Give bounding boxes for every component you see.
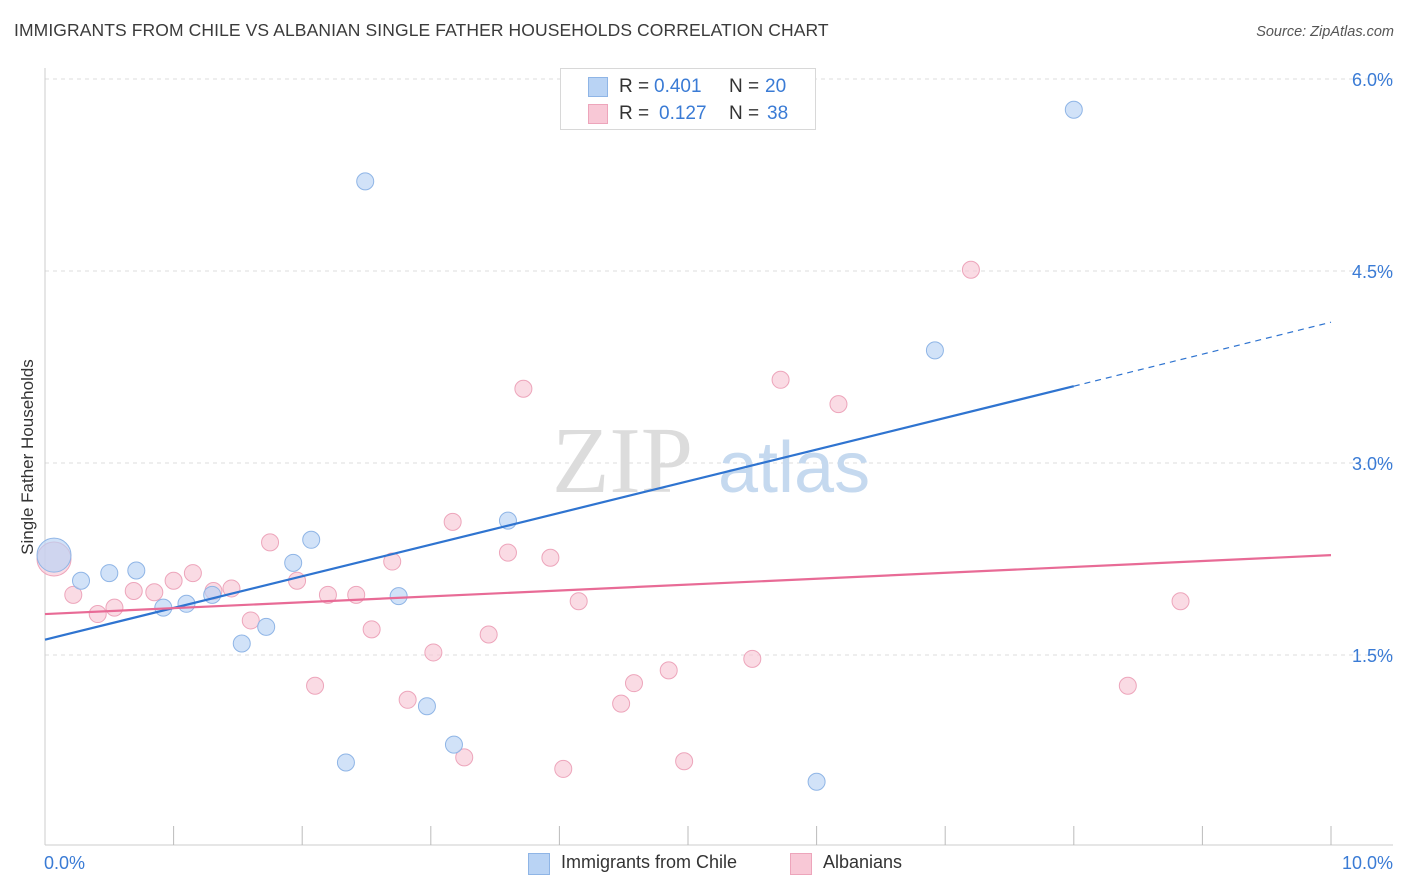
albanian-point — [829, 395, 848, 414]
albanian-point — [961, 260, 980, 279]
albanian-point — [164, 571, 183, 590]
albanian-point — [479, 625, 498, 644]
albanian-point — [318, 585, 337, 604]
chile-point — [36, 537, 72, 573]
chile-point — [127, 561, 146, 580]
n-label: N = — [729, 103, 760, 124]
chile-point — [302, 530, 321, 549]
gridlines — [45, 78, 1393, 656]
albanian-point — [498, 543, 517, 562]
albanian-point — [362, 620, 381, 639]
albanian-point — [64, 585, 83, 604]
chile-point — [257, 617, 276, 636]
n-value: 38 — [767, 103, 789, 124]
albanian-point — [514, 379, 533, 398]
axes — [44, 68, 1393, 846]
albanian-point — [241, 611, 260, 630]
albanian-point — [261, 533, 280, 552]
x-tick-label: 0.0% — [44, 853, 85, 873]
r-label: R = — [619, 103, 650, 124]
albanian-point — [424, 643, 443, 662]
watermark-zip: ZIP — [552, 409, 693, 513]
r-value: 0.401 — [654, 76, 702, 97]
albanian-point — [105, 598, 124, 617]
n-value: 20 — [765, 76, 787, 97]
r-label: R = — [619, 76, 650, 97]
y-tick-label: 1.5% — [1352, 646, 1393, 666]
albanian-point — [771, 370, 790, 389]
watermark: ZIP atlas — [552, 409, 870, 513]
blue-swatch — [588, 77, 608, 97]
albanian-point — [1118, 676, 1137, 695]
chile-point — [807, 772, 826, 791]
pink-swatch — [588, 104, 608, 124]
y-tick-label: 4.5% — [1352, 262, 1393, 282]
albanian-point — [288, 571, 307, 590]
chile-point — [1064, 100, 1083, 119]
chile-point — [100, 564, 119, 583]
albanian-point — [659, 661, 678, 680]
albanian-point — [88, 605, 107, 624]
chile-point — [417, 697, 436, 716]
albanian-point — [1171, 592, 1190, 611]
chart-title: IMMIGRANTS FROM CHILE VS ALBANIAN SINGLE… — [14, 20, 829, 40]
albanian-point — [675, 752, 694, 771]
data-points — [36, 100, 1190, 791]
chile-trend-extension — [1073, 321, 1332, 387]
chile-point — [336, 753, 355, 772]
y-tick-label: 3.0% — [1352, 454, 1393, 474]
chile-point — [356, 172, 375, 191]
chile-point — [72, 571, 91, 590]
x-tick-label: 10.0% — [1342, 853, 1393, 873]
chile-point — [389, 587, 408, 606]
source-credit: Source: ZipAtlas.com — [1256, 24, 1394, 40]
albanian-point — [541, 548, 560, 567]
albanian-point — [443, 512, 462, 531]
correlation-legend: R = 0.401 N = 20 R = 0.127 N = 38 — [560, 68, 816, 130]
albanian-point — [743, 649, 762, 668]
y-tick-label: 6.0% — [1352, 70, 1393, 90]
albanian-point — [124, 582, 143, 600]
chile-point — [284, 553, 303, 572]
albanian-point — [554, 759, 573, 778]
albanian-trend-line — [44, 554, 1332, 616]
trend-lines — [44, 321, 1332, 641]
chile-point — [444, 735, 463, 754]
albanian-point — [183, 564, 202, 583]
chile-point — [925, 341, 944, 360]
albanian-point — [306, 676, 325, 695]
albanian-point — [145, 583, 164, 602]
pink-swatch — [790, 853, 812, 875]
chile-point — [232, 634, 251, 653]
tick-labels: 1.5% 3.0% 4.5% 6.0% 0.0% 10.0% — [44, 70, 1393, 873]
chile-trend-line — [44, 385, 1075, 641]
n-label: N = — [729, 76, 760, 97]
blue-swatch — [528, 853, 550, 875]
legend-label: Albanians — [823, 852, 903, 872]
albanian-point — [569, 592, 588, 611]
r-value: 0.127 — [659, 103, 707, 124]
legend-label: Immigrants from Chile — [561, 852, 738, 872]
albanian-point — [455, 748, 474, 767]
albanian-point — [398, 690, 417, 709]
albanian-point — [612, 694, 631, 713]
albanian-point — [624, 674, 643, 693]
